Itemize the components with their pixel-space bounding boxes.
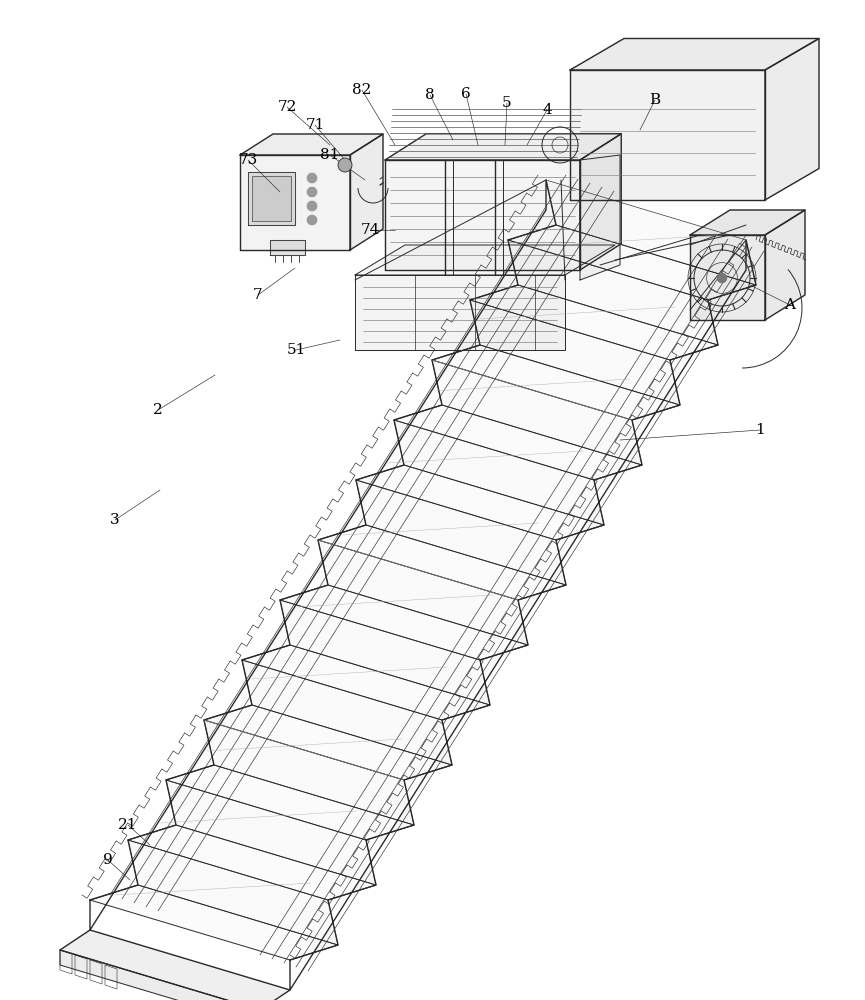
Text: 71: 71 xyxy=(305,118,324,132)
Polygon shape xyxy=(90,180,556,930)
Polygon shape xyxy=(280,585,528,660)
Polygon shape xyxy=(470,300,680,405)
Polygon shape xyxy=(204,720,414,825)
Polygon shape xyxy=(318,525,566,600)
Circle shape xyxy=(307,215,317,225)
Polygon shape xyxy=(690,235,765,320)
Polygon shape xyxy=(60,930,290,1000)
Polygon shape xyxy=(356,480,566,585)
Circle shape xyxy=(338,158,352,172)
Polygon shape xyxy=(356,465,604,540)
Polygon shape xyxy=(240,155,350,250)
Polygon shape xyxy=(580,134,621,270)
Polygon shape xyxy=(508,225,756,300)
Polygon shape xyxy=(290,240,756,990)
Polygon shape xyxy=(60,950,260,1000)
Text: 21: 21 xyxy=(119,818,138,832)
Polygon shape xyxy=(242,660,452,765)
Polygon shape xyxy=(470,285,718,360)
Text: 8: 8 xyxy=(426,88,435,102)
Circle shape xyxy=(307,187,317,197)
Polygon shape xyxy=(385,134,621,160)
Polygon shape xyxy=(128,825,376,900)
Text: 9: 9 xyxy=(103,853,112,867)
Polygon shape xyxy=(394,405,642,480)
Text: 82: 82 xyxy=(352,83,372,97)
Polygon shape xyxy=(690,210,805,235)
Polygon shape xyxy=(270,240,305,255)
Polygon shape xyxy=(204,705,452,780)
Text: B: B xyxy=(650,93,661,107)
Polygon shape xyxy=(248,172,295,225)
Polygon shape xyxy=(318,540,528,645)
Polygon shape xyxy=(355,275,565,350)
Text: 2: 2 xyxy=(153,403,163,417)
Circle shape xyxy=(717,273,727,283)
Text: 51: 51 xyxy=(286,343,305,357)
Polygon shape xyxy=(90,885,338,960)
Polygon shape xyxy=(765,38,819,200)
Polygon shape xyxy=(570,70,765,200)
Text: 4: 4 xyxy=(542,103,552,117)
Polygon shape xyxy=(280,600,490,705)
Polygon shape xyxy=(252,176,291,221)
Polygon shape xyxy=(394,420,604,525)
Polygon shape xyxy=(240,134,383,155)
Polygon shape xyxy=(570,38,819,70)
Text: 81: 81 xyxy=(320,148,340,162)
Text: 74: 74 xyxy=(361,223,380,237)
Polygon shape xyxy=(508,240,718,345)
Text: 73: 73 xyxy=(239,153,258,167)
Polygon shape xyxy=(580,155,620,280)
Text: 7: 7 xyxy=(253,288,263,302)
Polygon shape xyxy=(546,180,756,285)
Text: 5: 5 xyxy=(503,96,512,110)
Polygon shape xyxy=(432,345,680,420)
Text: 72: 72 xyxy=(278,100,297,114)
Polygon shape xyxy=(432,360,642,465)
Polygon shape xyxy=(350,134,383,250)
Polygon shape xyxy=(765,210,805,320)
Text: 3: 3 xyxy=(110,513,120,527)
Polygon shape xyxy=(128,840,338,945)
Polygon shape xyxy=(385,160,580,270)
Text: 1: 1 xyxy=(755,423,765,437)
Text: A: A xyxy=(785,298,796,312)
Polygon shape xyxy=(242,645,490,720)
Polygon shape xyxy=(355,245,615,275)
Circle shape xyxy=(307,201,317,211)
Text: 6: 6 xyxy=(461,87,471,101)
Polygon shape xyxy=(166,780,376,885)
Polygon shape xyxy=(166,765,414,840)
Circle shape xyxy=(307,173,317,183)
